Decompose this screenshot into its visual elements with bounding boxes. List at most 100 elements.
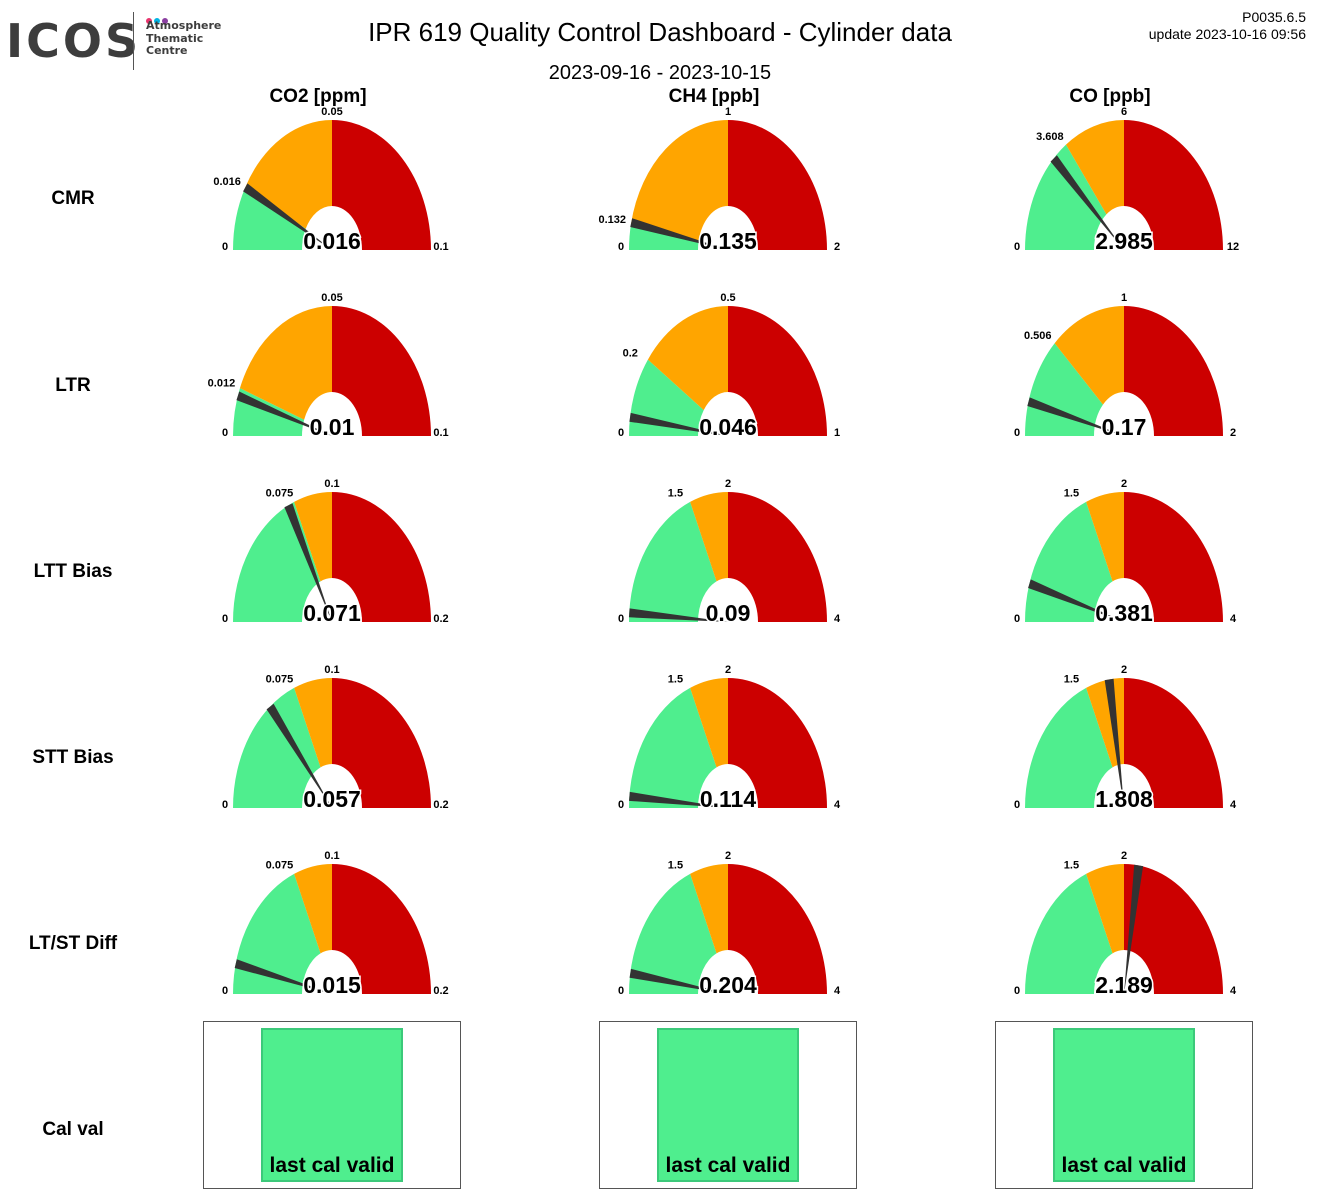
gauge-orange-zone xyxy=(690,678,728,768)
gauge-orange-threshold-label: 0.132 xyxy=(599,214,627,226)
gauge-value-label: 0.057 xyxy=(303,786,361,812)
gauge-red-threshold-label: 0.5 xyxy=(720,292,735,304)
gauge-min-label: 0 xyxy=(618,613,624,625)
gauge-red-threshold-label: 0.05 xyxy=(321,106,342,118)
logo-dots xyxy=(146,11,170,29)
row-label-ltr: LTR xyxy=(55,375,91,396)
gauge-max-label: 0.2 xyxy=(433,985,448,997)
gauge-max-label: 2 xyxy=(834,241,840,253)
gauge-red-threshold-label: 0.1 xyxy=(324,478,339,490)
gauge-red-threshold-label: 2 xyxy=(1121,664,1127,676)
logo-dot xyxy=(146,18,152,24)
gauge-value-label: 0.135 xyxy=(699,228,757,254)
gauge-green-zone xyxy=(629,873,717,994)
update-timestamp: update 2023-10-16 09:56 xyxy=(1148,26,1306,42)
gauge: 0 12 6 3.608 2.985 xyxy=(1014,106,1239,256)
gauge-red-threshold-label: 2 xyxy=(1121,478,1127,490)
gauge-orange-threshold-label: 0.012 xyxy=(208,378,236,390)
gauge-max-label: 4 xyxy=(1230,613,1237,625)
gauge-orange-zone xyxy=(294,492,332,582)
gauge-min-label: 0 xyxy=(1014,427,1020,439)
gauge-red-threshold-label: 6 xyxy=(1121,106,1127,118)
gauge-orange-threshold-label: 1.5 xyxy=(668,673,683,685)
gauge-needle xyxy=(266,703,332,808)
gauge-value-label: 0.17 xyxy=(1102,414,1147,440)
gauge-orange-zone xyxy=(647,306,728,411)
gauge-red-zone xyxy=(1124,678,1223,808)
logo-dot xyxy=(154,18,160,24)
gauge-orange-zone xyxy=(631,120,728,241)
cal-status-indicator xyxy=(1053,1028,1195,1182)
gauge-needle xyxy=(1027,397,1124,436)
cal-status-indicator xyxy=(657,1028,799,1182)
gauge-max-label: 0.2 xyxy=(433,799,448,811)
logo-subtitle-line: Atmosphere xyxy=(146,19,222,32)
gauge-orange-threshold-label: 0.2 xyxy=(623,347,638,359)
gauge: 0 4 2 1.5 0.204 xyxy=(618,850,841,1000)
gauge-value-label: 0.046 xyxy=(699,414,757,440)
gauge-red-threshold-label: 2 xyxy=(725,850,731,862)
gauge-red-zone xyxy=(728,678,827,808)
gauge-red-zone xyxy=(1124,864,1223,994)
gauge-red-zone xyxy=(332,864,431,994)
gauge-value-label: 0.01 xyxy=(310,414,355,440)
gauge-max-label: 0.1 xyxy=(433,241,448,253)
gauge: 0 4 2 1.5 0.09 xyxy=(618,478,841,628)
gauge-min-label: 0 xyxy=(618,799,624,811)
gauge-min-label: 0 xyxy=(618,985,624,997)
gauge-orange-threshold-label: 3.608 xyxy=(1036,131,1064,143)
gauge-orange-threshold-label: 1.5 xyxy=(668,487,683,499)
gauge-orange-threshold-label: 1.5 xyxy=(1064,859,1079,871)
gauge-max-label: 1 xyxy=(834,427,840,439)
gauge-orange-threshold-label: 0.075 xyxy=(266,673,294,685)
gauge-needle xyxy=(1104,678,1124,808)
gauge-value-label: 0.071 xyxy=(303,600,361,626)
gauge-orange-zone xyxy=(1086,492,1124,582)
gauge-min-label: 0 xyxy=(1014,799,1020,811)
gauge: 0 4 2 1.5 0.114 xyxy=(618,664,841,814)
gauge-red-threshold-label: 2 xyxy=(725,478,731,490)
icos-logo: ICOS Atmosphere Thematic Centre xyxy=(6,8,226,74)
gauge-red-zone xyxy=(728,306,827,436)
gauge: 0 0.2 0.1 0.075 0.071 xyxy=(222,478,449,628)
gauge-value-label: 0.381 xyxy=(1095,600,1153,626)
gauge-value-label: 1.808 xyxy=(1095,786,1153,812)
gauge-orange-threshold-label: 1.5 xyxy=(668,859,683,871)
cal-status-panel-co2: last cal valid xyxy=(203,1021,461,1189)
gauge-red-zone xyxy=(332,306,431,436)
logo-subtitle: Atmosphere Thematic Centre xyxy=(146,19,222,58)
gauge-green-zone xyxy=(233,187,306,250)
column-header-ch4: CH4 [ppb] xyxy=(668,86,760,107)
logo-wordmark: ICOS xyxy=(6,14,142,68)
gauge-min-label: 0 xyxy=(1014,985,1020,997)
gauge-min-label: 0 xyxy=(1014,613,1020,625)
gauge-red-zone xyxy=(332,120,431,250)
gauge-orange-zone xyxy=(239,306,332,420)
gauge-orange-threshold-label: 0.016 xyxy=(213,176,241,188)
gauge-green-zone xyxy=(1025,343,1103,436)
gauge-green-zone xyxy=(233,687,321,808)
gauge-green-zone xyxy=(629,501,717,622)
gauge-min-label: 0 xyxy=(618,427,624,439)
gauge-needle xyxy=(284,503,332,622)
gauge-orange-threshold-label: 0.075 xyxy=(266,859,294,871)
logo-subtitle-line: Thematic xyxy=(146,31,204,45)
gauge-orange-zone xyxy=(294,678,332,768)
gauge-needle xyxy=(234,959,332,994)
gauge-min-label: 0 xyxy=(1014,241,1020,253)
row-label-ltt-bias: LTT Bias xyxy=(33,561,113,582)
gauge-orange-threshold-label: 1.5 xyxy=(1064,673,1079,685)
gauge-value-label: 2.189 xyxy=(1095,972,1153,998)
gauge-red-zone xyxy=(728,492,827,622)
gauge-max-label: 4 xyxy=(834,613,841,625)
gauge-green-zone xyxy=(1025,687,1113,808)
gauge: 0 0.1 0.05 0.016 0.016 xyxy=(213,106,448,256)
gauge-min-label: 0 xyxy=(222,613,228,625)
gauge-green-zone xyxy=(1025,144,1107,250)
gauge: 0 4 2 1.5 0.381 xyxy=(1014,478,1237,628)
gauge-value-label: 0.204 xyxy=(699,972,757,998)
cal-status-panel-ch4: last cal valid xyxy=(599,1021,857,1189)
gauge: 0 0.1 0.05 0.012 0.01 xyxy=(208,292,449,442)
gauge-min-label: 0 xyxy=(222,985,228,997)
gauge-red-threshold-label: 0.05 xyxy=(321,292,342,304)
